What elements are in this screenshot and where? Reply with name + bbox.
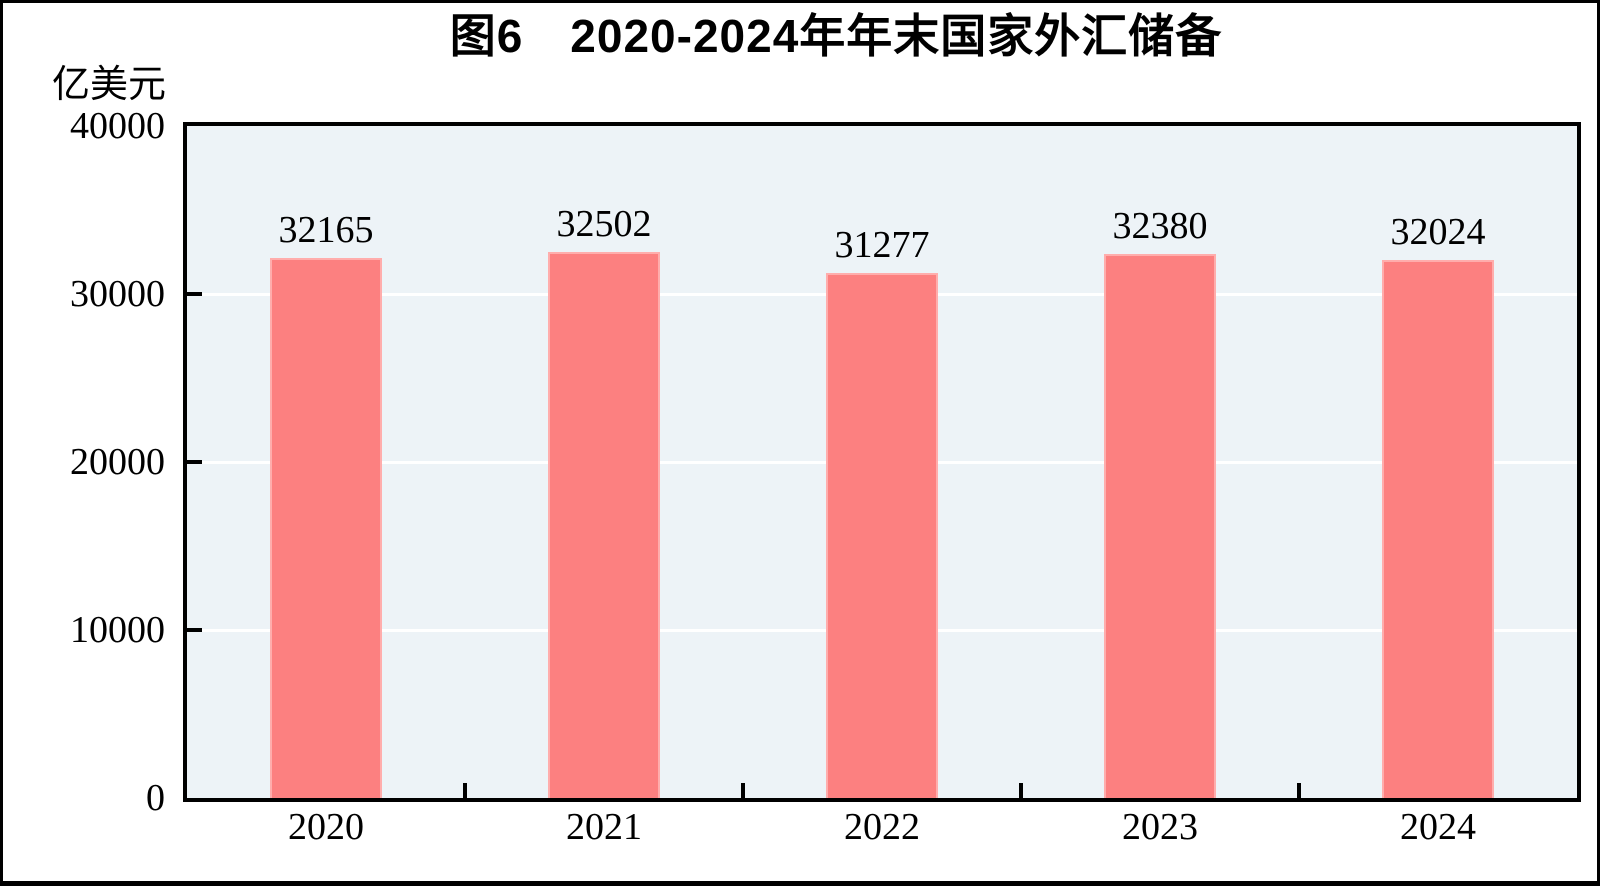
y-axis-tick-label-10000: 10000 (70, 609, 165, 651)
x-axis-label-2022: 2022 (844, 806, 920, 848)
x-axis-tick-mark-1 (463, 783, 467, 798)
y-axis-tick-label-40000: 40000 (70, 105, 165, 147)
x-axis-label-2023: 2023 (1122, 806, 1198, 848)
bar-2022 (826, 273, 938, 798)
bar-value-label-2021: 32502 (556, 203, 652, 245)
y-axis-tick-mark-30000 (187, 292, 202, 296)
y-axis-unit-label: 亿美元 (51, 64, 166, 106)
plot-area: 32165 32502 31277 32380 32024 (183, 122, 1581, 802)
bar-2020 (270, 258, 382, 798)
x-axis-tick-mark-4 (1297, 783, 1301, 798)
y-axis-tick-mark-20000 (187, 460, 202, 464)
x-axis-label-2024: 2024 (1400, 806, 1476, 848)
bar-2023 (1104, 254, 1216, 798)
bar-value-label-2022: 31277 (834, 224, 930, 266)
bar-2021 (548, 252, 660, 798)
bar-value-label-2023: 32380 (1112, 205, 1208, 247)
bar-value-label-2024: 32024 (1390, 211, 1486, 253)
bar-value-label-2020: 32165 (278, 209, 374, 251)
y-axis-tick-label-0: 0 (146, 777, 165, 819)
y-axis-tick-label-20000: 20000 (70, 441, 165, 483)
figure-title: 图6 2020-2024年年末国家外汇储备 (449, 10, 1223, 62)
bar-2024 (1382, 260, 1494, 798)
x-axis-tick-mark-3 (1019, 783, 1023, 798)
x-axis-tick-mark-2 (741, 783, 745, 798)
x-axis-label-2020: 2020 (288, 806, 364, 848)
x-axis-label-2021: 2021 (566, 806, 642, 848)
y-axis-tick-mark-10000 (187, 628, 202, 632)
y-axis-tick-label-30000: 30000 (70, 273, 165, 315)
